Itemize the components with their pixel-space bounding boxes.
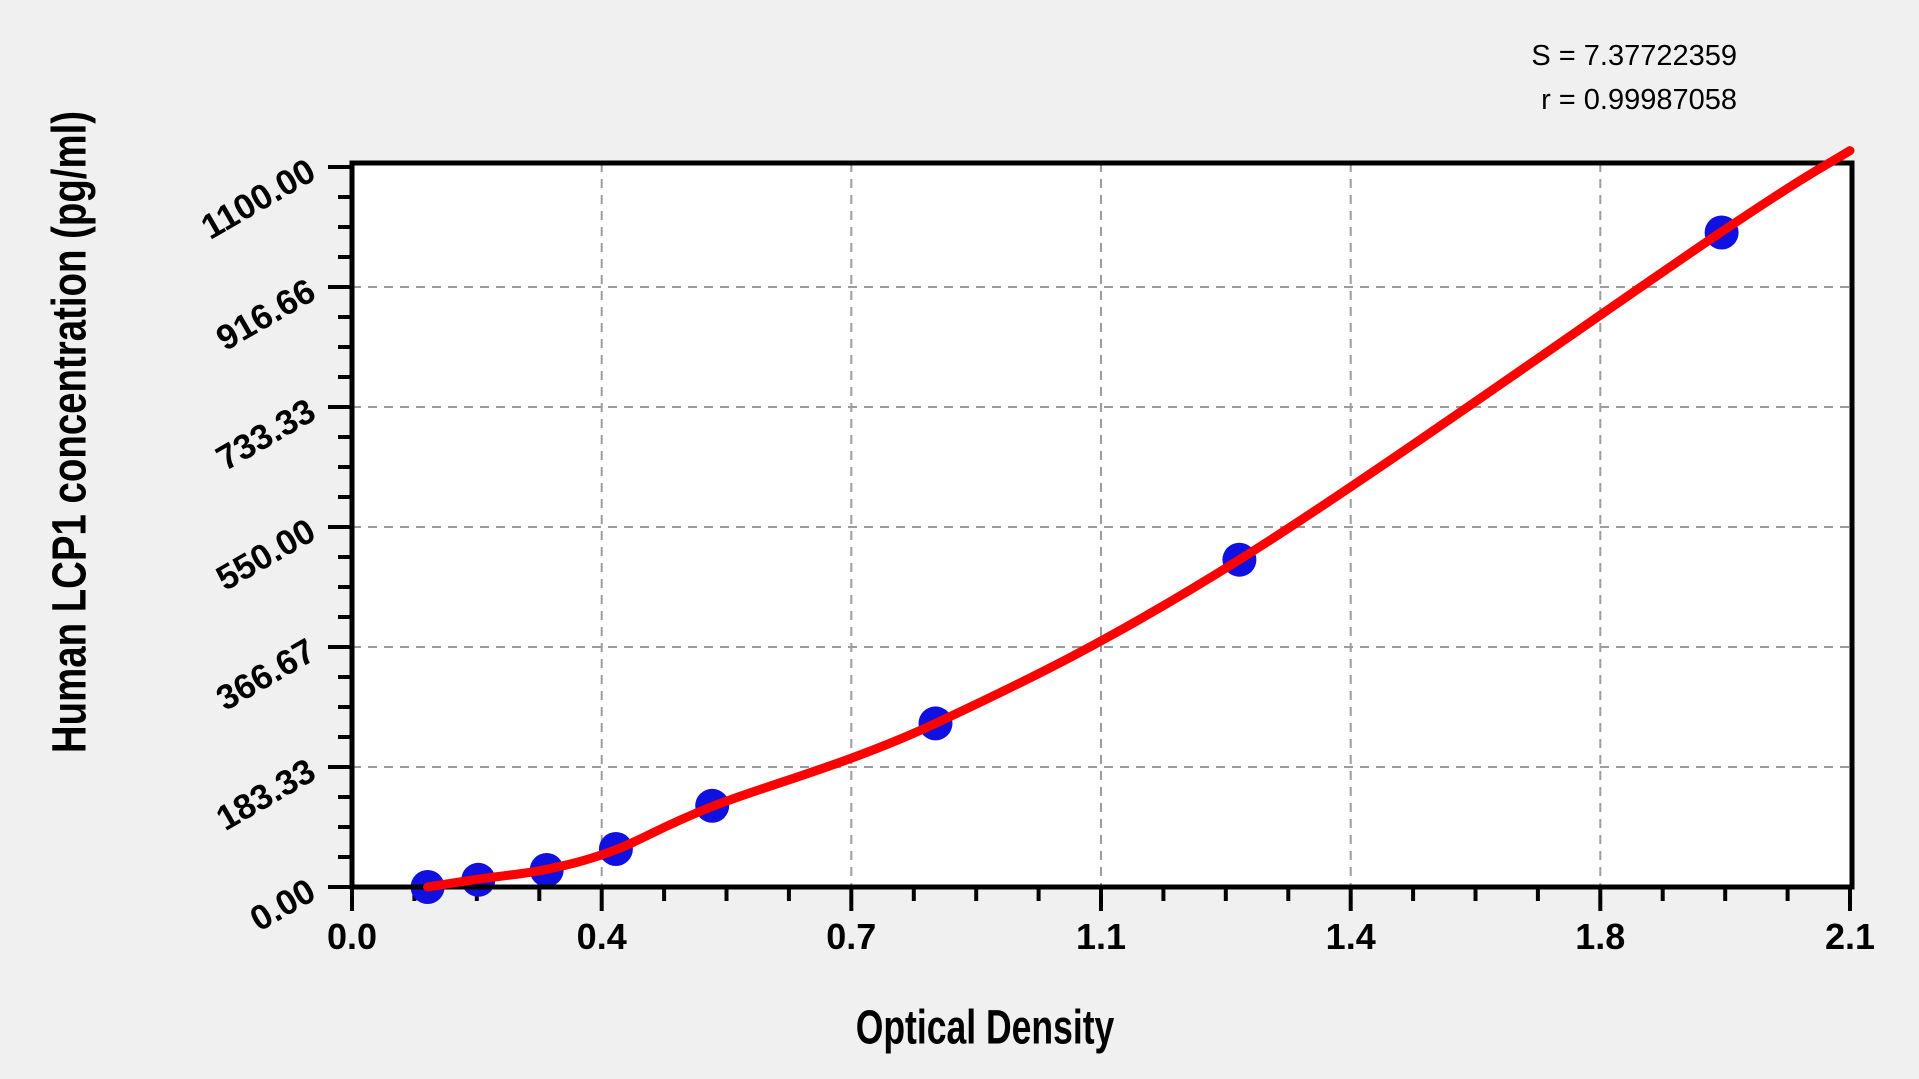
s-value: S = 7.37722359: [1531, 40, 1737, 72]
x-tick-label: 1.8: [1575, 916, 1625, 957]
plot-frame: [349, 160, 1855, 890]
x-tick-label: 2.1: [1825, 916, 1875, 957]
y-tick-label: 733.33: [210, 391, 322, 478]
y-tick-label: 550.00: [210, 511, 322, 598]
x-axis-title: Optical Density: [855, 1001, 1115, 1055]
x-tick-label: 0.0: [327, 916, 377, 957]
fit-statistics: S = 7.37722359 r = 0.99987058: [1531, 34, 1737, 122]
fit-curve: [423, 146, 1855, 892]
y-tick-label: 1100.00: [195, 151, 322, 247]
y-tick-label: 0.00: [244, 871, 322, 939]
x-tick-label: 1.1: [1076, 916, 1126, 957]
y-tick-label: 916.66: [210, 271, 322, 358]
r-value: r = 0.99987058: [1541, 84, 1737, 116]
x-tick-label: 1.4: [1326, 916, 1376, 957]
x-tick-label: 0.4: [577, 916, 627, 957]
y-tick-label: 183.33: [210, 751, 322, 838]
x-tick-label: 0.7: [826, 916, 876, 957]
y-tick-label: 366.67: [210, 631, 322, 718]
